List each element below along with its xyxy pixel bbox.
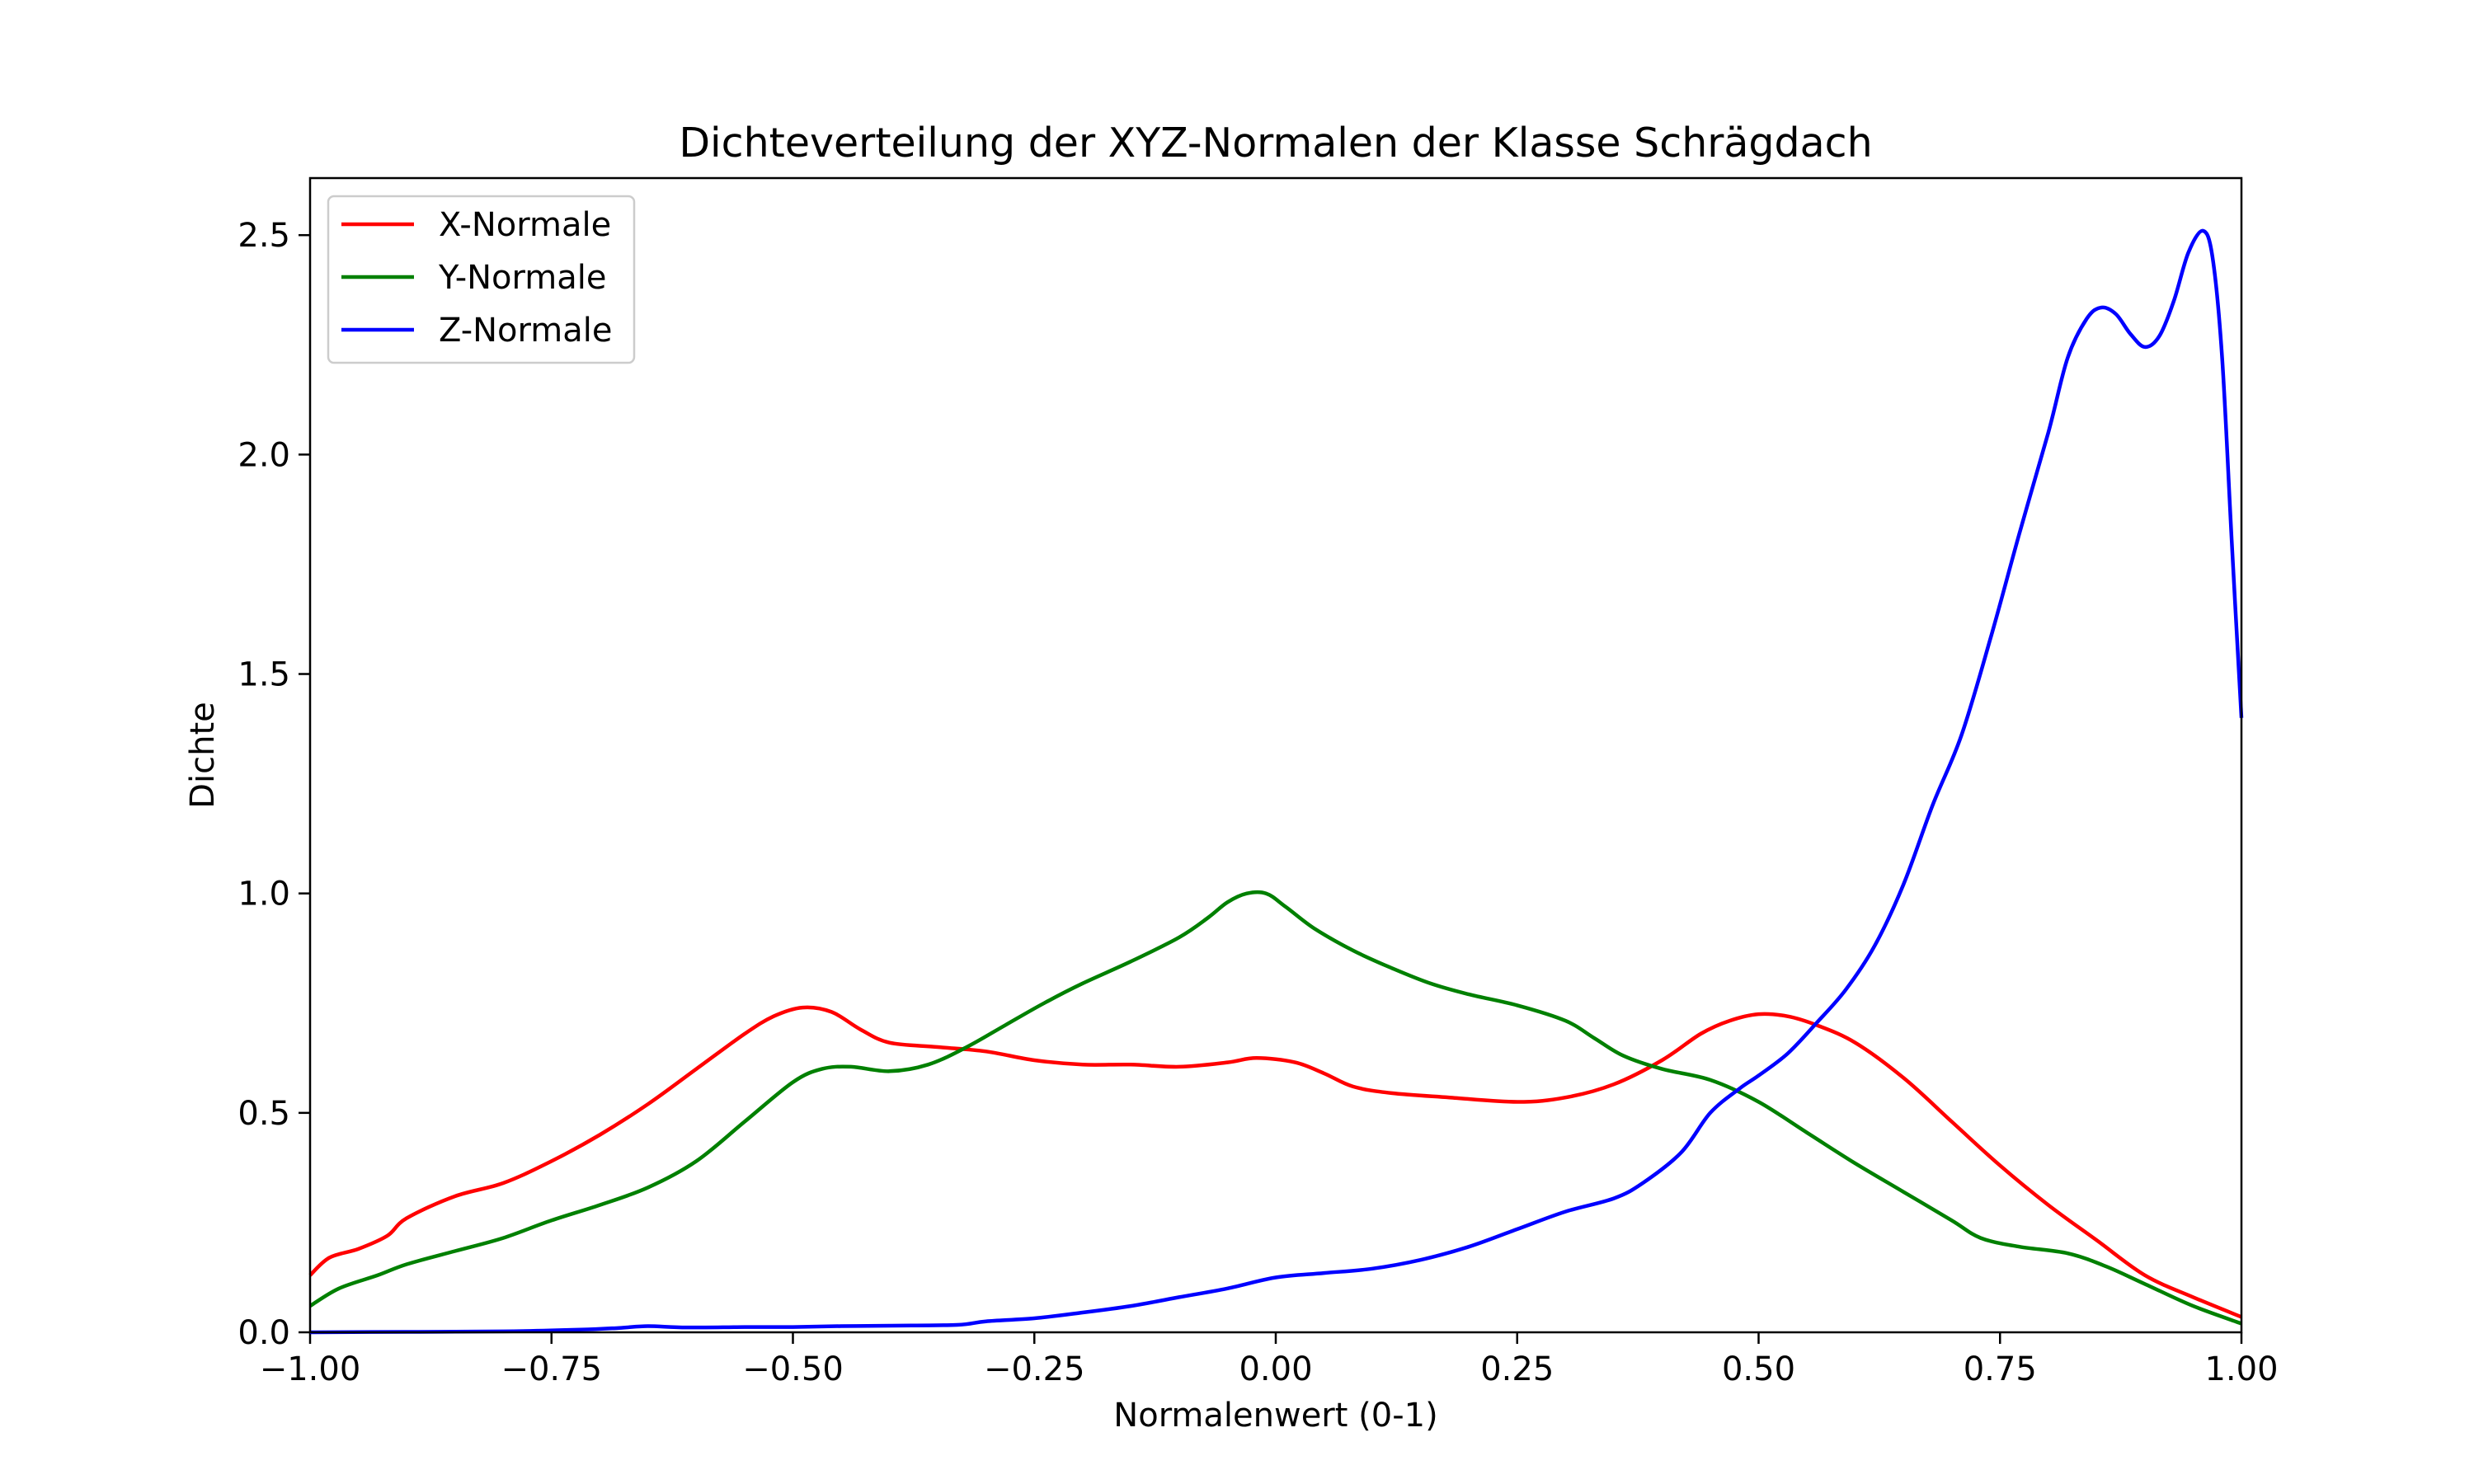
y-tick-label: 1.5: [238, 656, 290, 694]
y-axis-ticks: 0.0 0.5 1.0 1.5 2.0 2.5: [238, 217, 310, 1352]
chart-title: Dichteverteilung der XYZ-Normalen der Kl…: [679, 120, 1872, 167]
legend-label-x: X-Normale: [439, 206, 611, 244]
x-axis-ticks: −1.00 −0.75 −0.50 −0.25 0.00 0.25 0.50 0.75 1.00: [260, 1332, 2279, 1388]
x-tick-label: 1.00: [2204, 1350, 2278, 1388]
series-line-x-normale: [308, 1005, 2242, 1319]
x-tick-label: 0.25: [1480, 1350, 1554, 1388]
y-tick-label: 0.0: [238, 1314, 290, 1352]
y-tick-label: 2.0: [238, 436, 290, 474]
x-tick-label: −0.75: [501, 1350, 602, 1388]
plot-series: [308, 228, 2244, 1335]
plot-frame: [308, 176, 2243, 1334]
legend-label-z: Z-Normale: [439, 312, 612, 350]
x-axis-label: Normalenwert (0-1): [1113, 1397, 1437, 1435]
x-tick-label: 0.50: [1722, 1350, 1795, 1388]
series-line-z-normale: [309, 228, 2244, 1335]
x-tick-label: 0.00: [1239, 1350, 1312, 1388]
y-tick-label: 1.0: [238, 876, 290, 913]
x-tick-label: 0.75: [1964, 1350, 2037, 1388]
y-tick-label: 0.5: [238, 1095, 290, 1133]
legend-label-y: Y-Normale: [438, 259, 606, 297]
x-tick-label: −0.25: [984, 1350, 1085, 1388]
series-line-y-normale: [308, 890, 2242, 1326]
legend: X-Normale Y-Normale Z-Normale: [327, 195, 636, 364]
x-tick-label: −0.50: [742, 1350, 844, 1388]
legend-box: [327, 195, 636, 364]
x-tick-label: −1.00: [260, 1350, 361, 1388]
y-tick-label: 2.5: [238, 217, 290, 255]
y-axis-label: Dichte: [184, 702, 222, 809]
